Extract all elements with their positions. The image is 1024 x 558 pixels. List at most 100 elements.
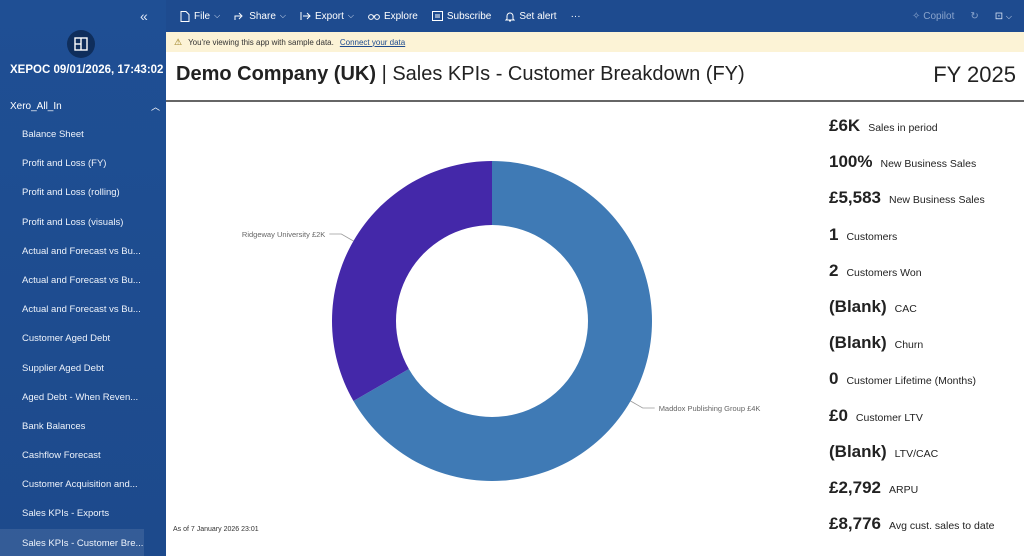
company-name: Demo Company (UK)	[176, 63, 377, 85]
kpi-avg-cust-sales: £8,776 Avg cust. sales to date	[829, 506, 1024, 542]
toolbar-right: ✧ Copilot ↻ ⊡ ⌵	[912, 0, 1012, 32]
binoculars-icon	[368, 14, 380, 20]
explore-label: Explore	[383, 10, 418, 22]
kpi-new-business-sales: £5,583 New Business Sales	[829, 180, 1024, 216]
chevron-up-icon: ︿	[150, 102, 160, 112]
donut-slice-maddox-publishing-group[interactable]	[353, 161, 652, 481]
nav-item-profit-loss-visuals[interactable]: Profit and Loss (visuals)	[22, 216, 124, 228]
share-icon	[234, 12, 243, 20]
kpi-value: (Blank)	[829, 441, 887, 461]
kpi-label: Churn	[894, 339, 924, 352]
bell-icon	[505, 12, 516, 21]
nav-item-customer-acquisition[interactable]: Customer Acquisition and...	[22, 479, 138, 491]
refresh-icon[interactable]: ↻	[970, 10, 979, 22]
export-label: Export	[314, 10, 344, 22]
fiscal-year: FY 2025	[933, 62, 1016, 87]
kpi-panel: £6K Sales in period 100% New Business Sale…	[829, 108, 1024, 542]
copilot-button[interactable]: ✧ Copilot	[912, 11, 954, 22]
workspace-label: Xero_All_In	[10, 101, 62, 112]
export-icon	[300, 12, 311, 20]
kpi-label: Customer LTV	[855, 411, 923, 424]
nav-item-cashflow-forecast[interactable]: Cashflow Forecast	[22, 450, 101, 462]
report-header: Demo Company (UK) | Sales KPIs - Custome…	[166, 52, 1024, 102]
kpi-ltv-cac: (Blank) LTV/CAC	[829, 434, 1024, 470]
kpi-value: 100%	[829, 152, 873, 172]
subscribe-label: Subscribe	[446, 10, 492, 22]
kpi-new-business-pct: 100% New Business Sales	[829, 144, 1024, 180]
subscribe-icon	[431, 11, 443, 21]
kpi-customers: 1 Customers	[829, 217, 1024, 253]
more-icon: ···	[570, 10, 581, 22]
file-menu-button[interactable]: File ⌵	[180, 10, 221, 22]
bookmark-icon: ⊡	[994, 10, 1004, 22]
kpi-label: New Business Sales	[889, 194, 985, 207]
nav-list: Balance Sheet Profit and Loss (FY) Profi…	[0, 120, 166, 558]
left-navigation-pane: « XEPOC 09/01/2026, 17:43:02 Xero_All_In…	[0, 0, 166, 558]
nav-item-sales-kpis-customer[interactable]: Sales KPIs - Customer Bre...	[0, 528, 144, 558]
kpi-label: Avg cust. sales to date	[889, 520, 995, 533]
sample-data-banner: ⚠ You're viewing this app with sample da…	[166, 32, 1024, 52]
kpi-value: £8,776	[829, 514, 881, 534]
chevron-down-icon: ⌵	[214, 11, 221, 20]
toolbar: File ⌵ Share ⌵ Export ⌵ Explore Subscrib…	[166, 0, 1024, 32]
kpi-customers-won: 2 Customers Won	[829, 253, 1024, 289]
kpi-value: £2,792	[829, 477, 881, 497]
nav-item-balance-sheet[interactable]: Balance Sheet	[22, 129, 84, 140]
kpi-value: 2	[829, 260, 839, 280]
kpi-label: Sales in period	[868, 122, 938, 135]
export-menu-button[interactable]: Export ⌵	[300, 11, 354, 22]
subscribe-button[interactable]: Subscribe	[431, 10, 492, 22]
kpi-label: New Business Sales	[880, 158, 977, 171]
report-name: | Sales KPIs - Customer Breakdown (FY)	[376, 63, 745, 85]
nav-item-customer-aged-debt[interactable]: Customer Aged Debt	[22, 333, 111, 345]
kpi-cac: (Blank) CAC	[829, 289, 1024, 325]
kpi-value: 0	[829, 369, 839, 389]
kpi-sales-in-period: £6K Sales in period	[829, 108, 1024, 144]
set-alert-button[interactable]: Set alert	[505, 10, 557, 22]
nav-item-actual-forecast-1[interactable]: Actual and Forecast vs Bu...	[22, 245, 141, 257]
kpi-label: Customer Lifetime (Months)	[846, 375, 977, 388]
nav-item-actual-forecast-3[interactable]: Actual and Forecast vs Bu...	[22, 304, 141, 316]
nav-item-aged-debt-revenue[interactable]: Aged Debt - When Reven...	[22, 391, 139, 403]
file-label: File	[194, 10, 211, 22]
kpi-label: LTV/CAC	[894, 447, 939, 460]
donut-data-label: Maddox Publishing Group £4K	[659, 404, 761, 413]
copilot-label: Copilot	[923, 10, 955, 22]
collapse-nav-icon[interactable]: «	[140, 8, 148, 24]
kpi-value: £0	[829, 405, 848, 425]
bookmark-button[interactable]: ⊡ ⌵	[995, 11, 1012, 22]
more-options-button[interactable]: ···	[571, 11, 581, 22]
app-logo	[67, 30, 95, 58]
kpi-value: 1	[829, 224, 839, 244]
workspace-section-header[interactable]: Xero_All_In ︿	[10, 100, 160, 113]
nav-item-bank-balances[interactable]: Bank Balances	[22, 420, 86, 432]
banner-text: You're viewing this app with sample data…	[188, 37, 334, 47]
kpi-label: Customers Won	[846, 266, 922, 279]
kpi-arpu: £2,792 ARPU	[829, 470, 1024, 506]
kpi-churn: (Blank) Churn	[829, 325, 1024, 361]
share-menu-button[interactable]: Share ⌵	[234, 11, 286, 22]
report-title: Demo Company (UK) | Sales KPIs - Custome…	[176, 63, 745, 86]
app-title: XEPOC 09/01/2026, 17:43:02	[10, 64, 164, 76]
chevron-down-icon: ⌵	[1005, 11, 1012, 21]
nav-item-profit-loss-fy[interactable]: Profit and Loss (FY)	[22, 158, 107, 170]
nav-item-sales-kpis-exports[interactable]: Sales KPIs - Exports	[22, 508, 110, 520]
donut-leader-line	[630, 400, 655, 409]
as-of-timestamp: As of 7 January 2026 23:01	[173, 526, 259, 533]
share-label: Share	[249, 10, 276, 22]
kpi-label: ARPU	[889, 483, 919, 496]
donut-slice-ridgeway-university[interactable]	[332, 161, 492, 401]
kpi-value: (Blank)	[829, 333, 887, 353]
chevron-down-icon: ⌵	[347, 11, 354, 20]
set-alert-label: Set alert	[519, 10, 557, 22]
nav-item-actual-forecast-2[interactable]: Actual and Forecast vs Bu...	[22, 274, 141, 286]
kpi-customer-lifetime: 0 Customer Lifetime (Months)	[829, 361, 1024, 397]
app-grid-icon	[74, 37, 88, 51]
explore-button[interactable]: Explore	[368, 11, 418, 22]
copilot-icon: ✧	[912, 10, 921, 22]
connect-data-link[interactable]: Connect your data	[339, 37, 406, 47]
nav-item-profit-loss-rolling[interactable]: Profit and Loss (rolling)	[22, 187, 120, 199]
kpi-label: Customers	[846, 230, 898, 243]
nav-item-supplier-aged-debt[interactable]: Supplier Aged Debt	[22, 362, 104, 374]
file-icon	[180, 10, 190, 22]
